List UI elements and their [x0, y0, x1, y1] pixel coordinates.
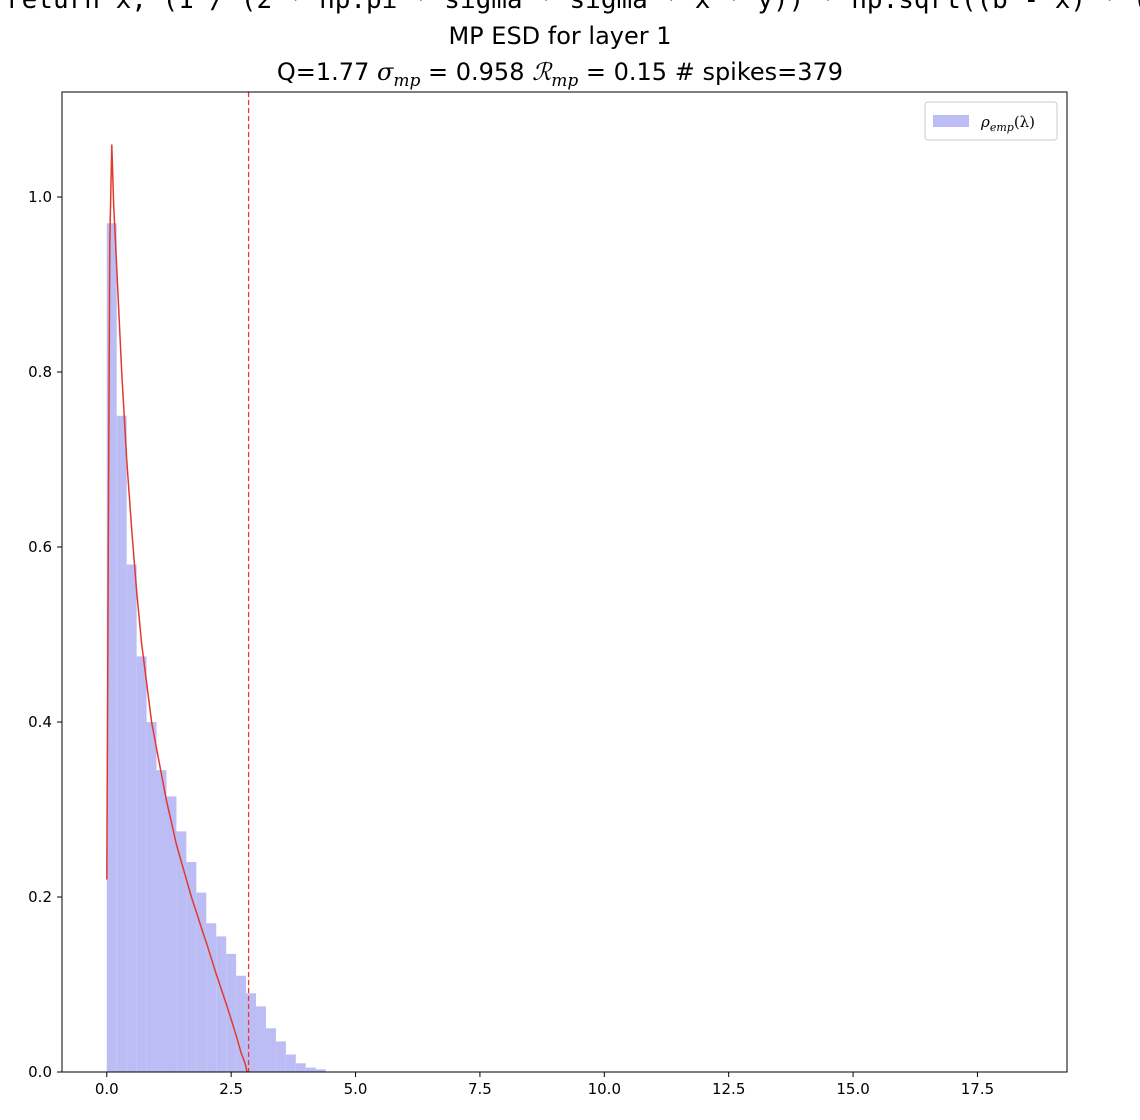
legend-box	[924, 101, 1058, 141]
histogram-bar	[216, 936, 227, 1072]
y-tick-label: 0.4	[28, 713, 52, 731]
histogram-bar	[315, 1069, 326, 1072]
histogram-bar	[196, 892, 207, 1072]
legend-swatch	[933, 115, 969, 127]
legend-label: ρemp(λ)	[980, 113, 1035, 134]
histogram-bar	[186, 862, 197, 1072]
histogram-bar	[275, 1041, 286, 1072]
histogram-bar	[265, 1028, 276, 1072]
y-tick-label: 0.2	[28, 888, 52, 906]
y-tick-label: 0.0	[28, 1063, 52, 1081]
histogram-bar	[116, 415, 127, 1072]
histogram-bar	[136, 656, 147, 1072]
histogram-bar	[305, 1067, 316, 1072]
x-tick-label: 2.5	[219, 1080, 243, 1098]
y-tick-label: 0.6	[28, 538, 52, 556]
y-tick-label: 1.0	[28, 188, 52, 206]
histogram-bar	[166, 796, 177, 1072]
x-tick-label: 7.5	[468, 1080, 492, 1098]
histogram-bar	[176, 831, 187, 1072]
histogram-bar	[246, 993, 257, 1072]
histogram-bar	[126, 564, 137, 1072]
mp-curve-layer	[106, 92, 250, 1073]
histogram-bar	[206, 923, 217, 1072]
x-tick-label: 0.0	[95, 1080, 119, 1098]
x-tick-label: 17.5	[961, 1080, 994, 1098]
histogram-bar	[226, 953, 237, 1072]
histogram-bar	[295, 1063, 306, 1072]
x-tick-label: 5.0	[344, 1080, 368, 1098]
y-tick-label: 0.8	[28, 363, 52, 381]
mp-theoretical-curve	[106, 144, 248, 1073]
chart-subtitle: Q=1.77 σmp = 0.958 ℛmp = 0.15 # spikes=3…	[277, 58, 843, 91]
histogram-bar	[236, 975, 247, 1072]
histogram-bar	[256, 1006, 266, 1072]
legend: ρemp(λ)	[924, 101, 1058, 141]
histogram-bars	[106, 223, 326, 1072]
x-tick-label: 15.0	[836, 1080, 869, 1098]
x-tick-label: 12.5	[712, 1080, 745, 1098]
plot-frame	[61, 91, 1068, 1073]
chart-title: MP ESD for layer 1	[448, 22, 671, 50]
histogram-bar	[285, 1054, 296, 1072]
histogram-bar	[106, 223, 117, 1072]
x-tick-label: 10.0	[588, 1080, 621, 1098]
histogram-bar	[146, 722, 157, 1072]
axis-ticks: 0.0 2.5 5.0 7.5 10.0 12.5 15.0 17.5 0.0 0.2 0.4 0.6…	[28, 188, 994, 1098]
code-fragment: return x, (1 / (2 * np.pi * sigma * sigm…	[6, 0, 1140, 14]
histogram-bar	[156, 770, 167, 1072]
